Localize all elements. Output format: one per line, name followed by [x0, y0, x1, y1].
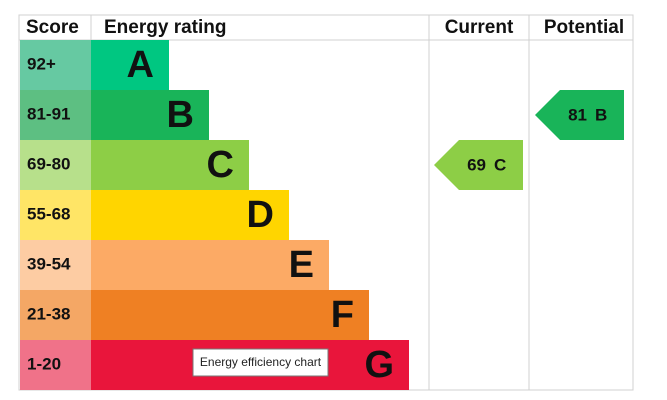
overlay: 69 C 81 B Energy efficiency chart [192, 90, 624, 377]
score-cell [20, 40, 91, 90]
score-label: 55-68 [27, 204, 70, 223]
potential-arrow [535, 90, 624, 140]
band-letter: A [127, 44, 154, 86]
score-label: 1-20 [27, 354, 61, 373]
bands: 92+ A 81-91 B 69-80 C 55-68 D 39-54 E 21-38 F 1-20 G [20, 40, 409, 390]
header-rating: Energy rating [104, 17, 226, 38]
band-bar [91, 40, 169, 90]
current-letter: C [494, 155, 506, 174]
potential-value: 81 [568, 105, 587, 124]
tooltip-box [192, 348, 329, 377]
band-bar [91, 90, 209, 140]
band-letter: G [364, 344, 394, 386]
score-cell [20, 290, 91, 340]
header-score: Score [26, 17, 79, 38]
score-label: 39-54 [27, 254, 71, 273]
band-letter: D [247, 194, 274, 236]
tooltip: Energy efficiency chart [200, 355, 322, 369]
current-arrow [434, 140, 523, 190]
band-bar [91, 290, 369, 340]
band-bar [91, 190, 289, 240]
band-letter: B [167, 94, 194, 136]
band-bar [91, 240, 329, 290]
band-letter: C [207, 144, 234, 186]
score-cell [20, 140, 91, 190]
header-potential: Potential [544, 17, 624, 38]
score-label: 21-38 [27, 304, 70, 323]
score-label: 81-91 [27, 104, 70, 123]
band-bar [91, 140, 249, 190]
score-label: 92+ [27, 54, 56, 73]
score-cell [20, 90, 91, 140]
score-cell [20, 190, 91, 240]
potential-letter: B [595, 105, 607, 124]
band-letter: E [289, 244, 314, 286]
band-letter: F [331, 294, 354, 336]
header-current: Current [445, 17, 514, 38]
score-cell [20, 240, 91, 290]
current-value: 69 [467, 155, 486, 174]
score-cell [20, 340, 91, 390]
score-label: 69-80 [27, 154, 70, 173]
